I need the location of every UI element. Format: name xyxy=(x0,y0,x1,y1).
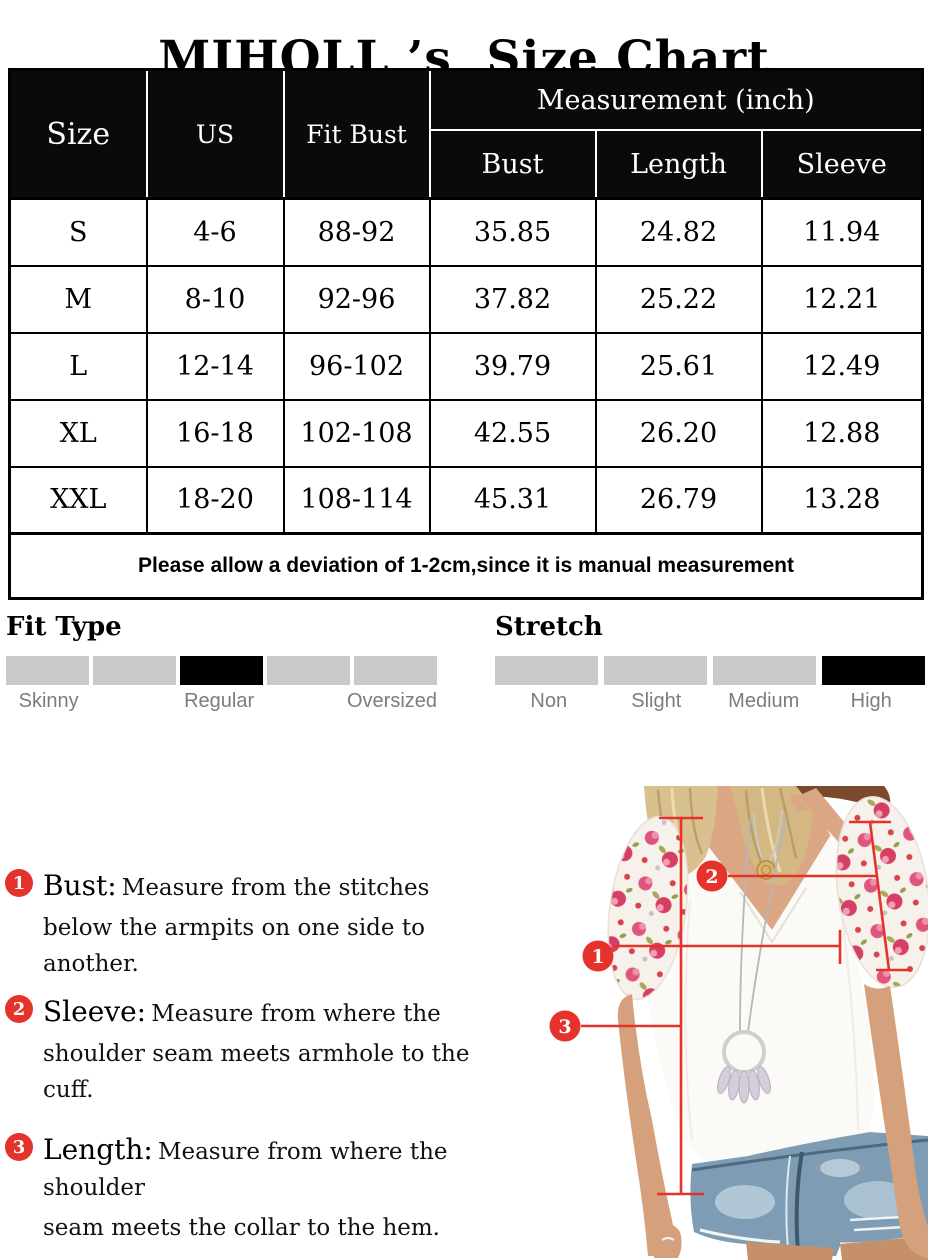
instruction-3-badge: 3 xyxy=(5,1133,33,1161)
cell-sleeve: 12.49 xyxy=(760,331,924,401)
cell-length: 24.82 xyxy=(594,197,763,267)
stretch-title: Stretch xyxy=(495,612,603,642)
deviation-note-row: Please allow a deviation of 1-2cm,since … xyxy=(8,532,924,600)
stretch-scale-segment xyxy=(713,656,816,685)
table-row-xxl: XXL 18-20 108-114 45.31 26.79 13.28 xyxy=(8,465,924,535)
instruction-line1: Measure from the stitches xyxy=(121,875,430,901)
table-row-l: L 12-14 96-102 39.79 25.61 12.49 xyxy=(8,331,924,401)
cell-fit-bust: 88-92 xyxy=(282,197,431,267)
sleeve-line xyxy=(868,821,891,971)
cell-sleeve: 12.21 xyxy=(760,264,924,334)
cell-size: XXL xyxy=(8,465,148,535)
fit-scale-segment xyxy=(354,656,437,685)
cell-size: S xyxy=(8,197,148,267)
instruction-sleeve: 2 Sleeve: Measure from where the shoulde… xyxy=(5,990,515,1109)
cell-sleeve: 11.94 xyxy=(760,197,924,267)
instruction-label: Bust: xyxy=(43,869,117,902)
stretch-label-slight: Slight xyxy=(631,690,682,712)
table-row-xl: XL 16-18 102-108 42.55 26.20 12.88 xyxy=(8,398,924,468)
fit-type-labels: Skinny Regular Oversized xyxy=(6,690,437,713)
cell-bust: 39.79 xyxy=(428,331,597,401)
col-header-measurement: Measurement (inch) xyxy=(428,68,924,131)
size-table: Size US Fit Bust Measurement (inch) Bust… xyxy=(8,68,925,600)
col-header-fit-bust: Fit Bust xyxy=(282,68,431,200)
necklace xyxy=(717,809,787,1104)
fit-label-skinny: Skinny xyxy=(18,690,79,712)
fit-type-title: Fit Type xyxy=(6,612,122,642)
fit-type-scale-bar xyxy=(6,656,437,685)
instruction-line1: Measure from where the shoulder xyxy=(43,1139,448,1202)
diagram-marker-2-num: 2 xyxy=(705,866,718,888)
cell-fit-bust: 96-102 xyxy=(282,331,431,401)
table-row-m: M 8-10 92-96 37.82 25.22 12.21 xyxy=(8,264,924,334)
stretch-label-medium: Medium xyxy=(728,690,800,712)
instruction-label: Sleeve: xyxy=(43,995,147,1028)
instruction-length: 3 Length: Measure from where the shoulde… xyxy=(5,1128,515,1247)
col-header-length: Length xyxy=(594,129,763,200)
col-header-us: US xyxy=(145,68,285,200)
fit-scale-segment xyxy=(267,656,350,685)
measurement-lines xyxy=(581,816,911,1196)
fit-label-oversized: Oversized xyxy=(347,690,438,712)
stretch-scale-segment xyxy=(604,656,707,685)
cell-sleeve: 13.28 xyxy=(760,465,924,535)
fit-scale-segment xyxy=(180,656,263,685)
cell-bust: 42.55 xyxy=(428,398,597,468)
table-row-s: S 4-6 88-92 35.85 24.82 11.94 xyxy=(8,197,924,267)
fit-label-regular: Regular xyxy=(184,690,255,712)
diagram-marker-bust xyxy=(582,940,614,972)
instruction-2-badge: 2 xyxy=(5,995,33,1023)
stretch-scale-bar xyxy=(495,656,925,685)
deviation-note: Please allow a deviation of 1-2cm,since … xyxy=(8,532,924,600)
cell-bust: 35.85 xyxy=(428,197,597,267)
instruction-label: Length: xyxy=(43,1133,153,1166)
cell-fit-bust: 108-114 xyxy=(282,465,431,535)
cell-size: L xyxy=(8,331,148,401)
diagram-marker-3-num: 3 xyxy=(558,1016,571,1038)
cell-fit-bust: 92-96 xyxy=(282,264,431,334)
size-table-header: Size US Fit Bust Measurement (inch) Bust… xyxy=(8,68,924,200)
cell-us: 12-14 xyxy=(145,331,285,401)
cell-size: XL xyxy=(8,398,148,468)
cell-bust: 45.31 xyxy=(428,465,597,535)
fit-type-section: Fit Type Skinny Regular Oversized xyxy=(6,612,437,713)
col-header-bust: Bust xyxy=(428,129,597,200)
cell-length: 26.79 xyxy=(594,465,763,535)
stretch-labels: Non Slight Medium High xyxy=(495,690,925,713)
measurement-diagram: 1 2 3 xyxy=(549,786,928,1260)
instruction-line2: below the armpits on one side to another… xyxy=(43,915,425,978)
instruction-1-badge: 1 xyxy=(5,869,33,897)
diagram-marker-sleeve xyxy=(696,860,728,892)
cell-length: 25.61 xyxy=(594,331,763,401)
cell-sleeve: 12.88 xyxy=(760,398,924,468)
cell-us: 16-18 xyxy=(145,398,285,468)
cell-length: 25.22 xyxy=(594,264,763,334)
instruction-line2: seam meets the collar to the hem. xyxy=(43,1215,440,1242)
cell-us: 4-6 xyxy=(145,197,285,267)
model-figure xyxy=(607,786,928,1260)
cell-bust: 37.82 xyxy=(428,264,597,334)
cell-us: 8-10 xyxy=(145,264,285,334)
stretch-section: Stretch Non Slight Medium High xyxy=(495,612,925,713)
stretch-label-non: Non xyxy=(530,690,568,712)
col-header-sleeve: Sleeve xyxy=(760,129,924,200)
stretch-scale-segment xyxy=(495,656,598,685)
stretch-label-high: High xyxy=(850,690,892,712)
cell-us: 18-20 xyxy=(145,465,285,535)
diagram-marker-1-num: 1 xyxy=(591,946,604,968)
diagram-markers: 1 2 3 xyxy=(549,860,728,1042)
cell-fit-bust: 102-108 xyxy=(282,398,431,468)
instruction-line1: Measure from where the xyxy=(151,1001,441,1027)
instruction-bust: 1 Bust: Measure from the stitches below … xyxy=(5,864,515,983)
fit-scale-segment xyxy=(6,656,89,685)
instruction-line2: shoulder seam meets armhole to the cuff. xyxy=(43,1041,470,1104)
col-header-size: Size xyxy=(8,68,148,200)
fit-scale-segment xyxy=(93,656,176,685)
stretch-scale-segment xyxy=(822,656,925,685)
model-photo: 1 2 3 xyxy=(540,780,928,1260)
cell-length: 26.20 xyxy=(594,398,763,468)
diagram-marker-length xyxy=(549,1010,581,1042)
cell-size: M xyxy=(8,264,148,334)
